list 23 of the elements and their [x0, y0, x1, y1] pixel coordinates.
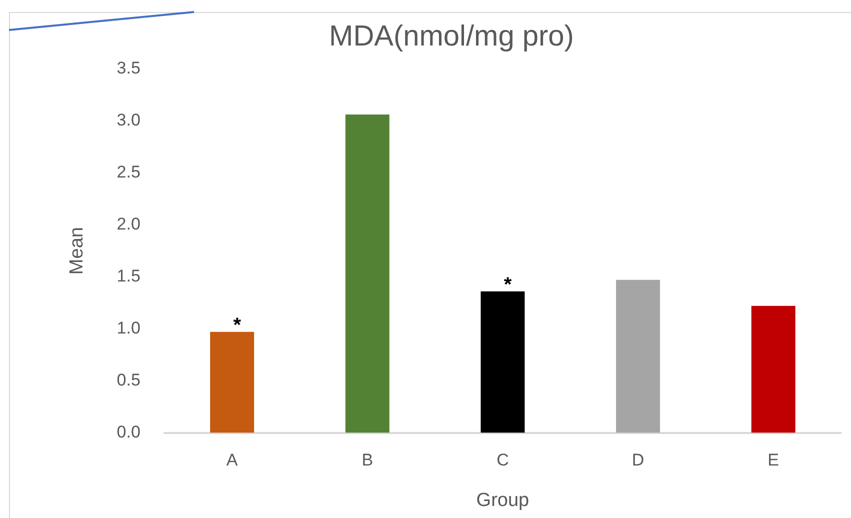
y-tick-label: 2.0	[116, 214, 140, 234]
x-tick-label: C	[496, 450, 509, 470]
y-tick-label: 2.5	[116, 162, 140, 182]
y-axis-title: Mean	[66, 227, 88, 275]
bar	[480, 291, 525, 433]
bar	[751, 306, 796, 433]
annotation: *	[233, 314, 242, 336]
y-tick-label: 0.5	[116, 370, 140, 390]
x-axis-title: Group	[476, 490, 530, 511]
y-tick-label: 0.0	[116, 422, 140, 442]
y-tick-label: 1.0	[116, 318, 140, 338]
bar	[616, 280, 660, 433]
chart-title: MDA(nmol/mg pro)	[329, 20, 574, 52]
bar	[345, 114, 390, 433]
x-tick-label: E	[768, 450, 780, 470]
x-tick-label: A	[226, 450, 238, 470]
x-tick-label: D	[632, 450, 644, 470]
x-tick-label: B	[362, 450, 374, 470]
annotation: *	[504, 274, 512, 296]
y-tick-label: 1.5	[116, 266, 140, 286]
y-tick-label: 3.5	[116, 58, 140, 78]
bar	[210, 332, 254, 433]
y-tick-label: 3.0	[116, 110, 140, 130]
